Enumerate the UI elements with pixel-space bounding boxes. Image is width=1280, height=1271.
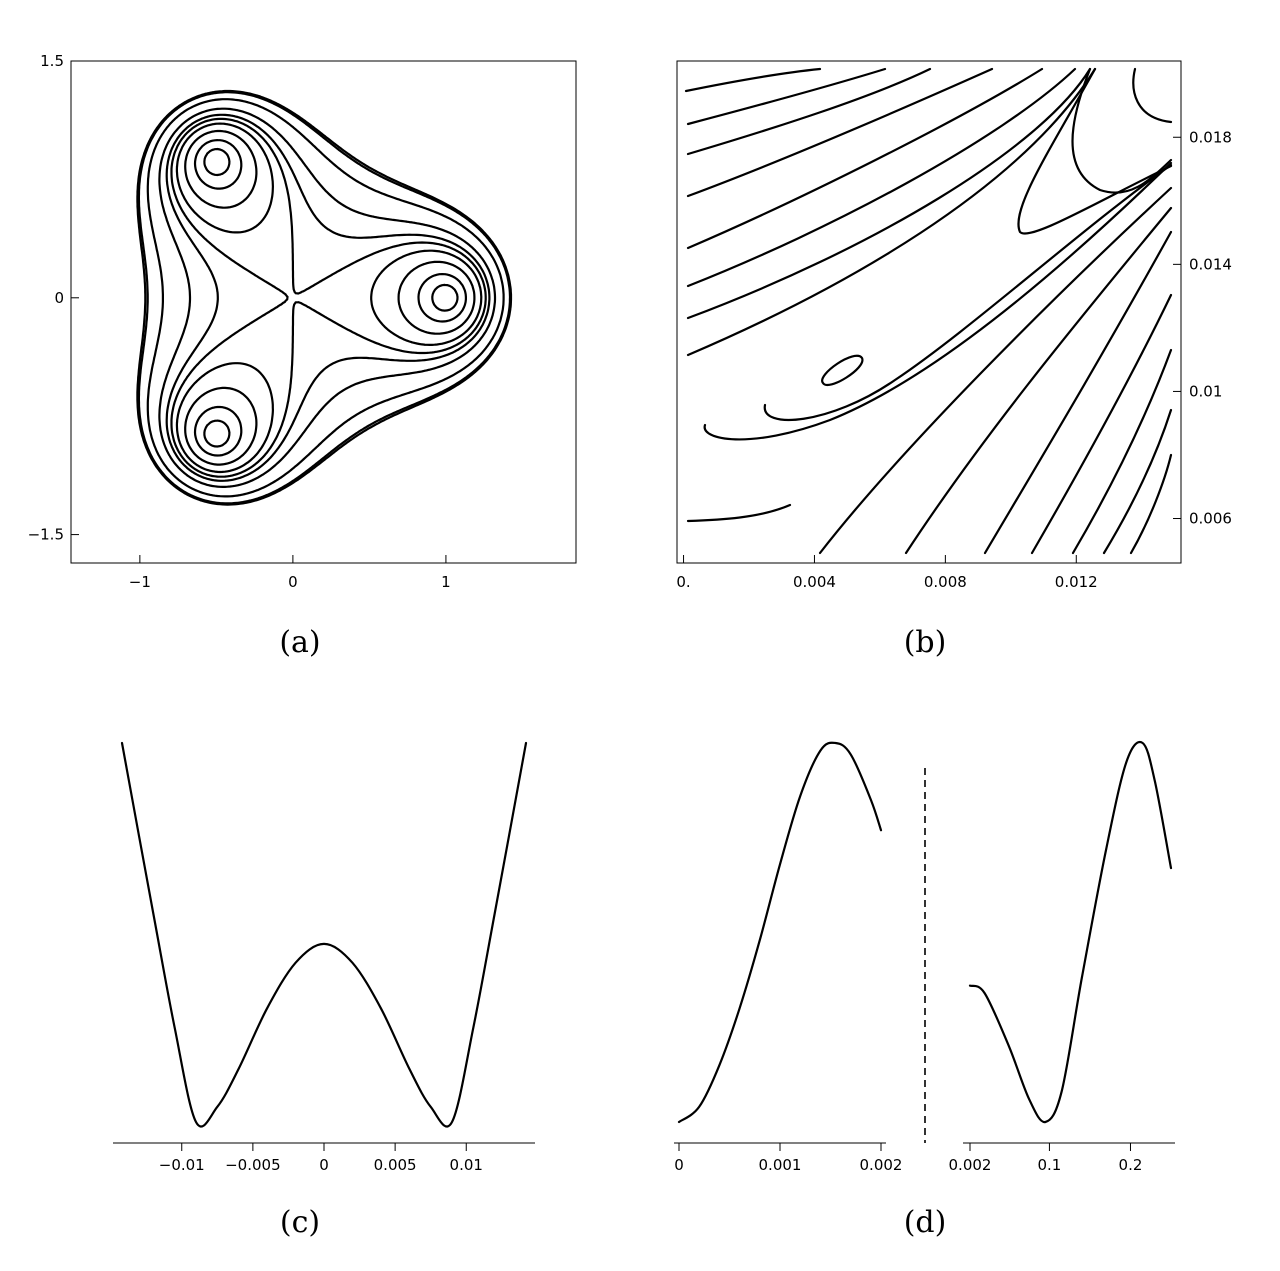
contour-b-line-0 bbox=[684, 67, 822, 93]
panel-d: 0 0.001 0.002 0.002 0.1 0.2 (d) bbox=[674, 741, 1175, 1240]
contour-b-line-18 bbox=[1129, 453, 1173, 555]
contour-b-line-17 bbox=[1102, 408, 1173, 555]
dr-xtick-label-1: 0.1 bbox=[1037, 1156, 1061, 1174]
contour-b-line-19 bbox=[1132, 67, 1173, 124]
contour-a-level-2 bbox=[184, 129, 476, 466]
b-xtick-label-2: 0.008 bbox=[924, 573, 967, 591]
contour-b-line-11 bbox=[686, 503, 792, 523]
contour-a-level-4 bbox=[137, 91, 512, 505]
contour-a-level-3 bbox=[175, 122, 483, 474]
panel-b-frame bbox=[676, 60, 1182, 564]
caption-d: (d) bbox=[904, 1205, 947, 1240]
a-xtick-label-2: 1 bbox=[441, 573, 451, 591]
panel-a-contours bbox=[136, 89, 513, 506]
caption-b: (b) bbox=[904, 625, 947, 660]
contour-b-line-14 bbox=[983, 230, 1173, 555]
a-xtick-label-0: −1 bbox=[129, 573, 151, 591]
b-ytick-label-0: 0.006 bbox=[1189, 510, 1232, 528]
panel-c-curve bbox=[120, 741, 528, 1128]
contour-b-line-6 bbox=[686, 67, 1092, 320]
c-xtick-label-2: 0 bbox=[319, 1156, 329, 1174]
panel-d-right-curve bbox=[968, 741, 1173, 1124]
contour-b-line-12 bbox=[818, 186, 1173, 555]
contour-a-level-5 bbox=[170, 117, 487, 478]
c-xtick-label-3: 0.005 bbox=[374, 1156, 417, 1174]
contour-b-line-8 bbox=[703, 161, 1173, 441]
c-xtick-label-4: 0.01 bbox=[450, 1156, 483, 1174]
contour-b-line-16 bbox=[1071, 348, 1173, 555]
caption-a: (a) bbox=[279, 625, 320, 660]
contour-b-line-15 bbox=[1030, 293, 1173, 555]
contour-a-level-9 bbox=[136, 89, 513, 506]
dl-xtick-label-1: 0.001 bbox=[759, 1156, 802, 1174]
contour-a-level-7 bbox=[158, 107, 497, 488]
b-ytick-label-1: 0.01 bbox=[1189, 382, 1222, 400]
panel-c: −0.01 −0.005 0 0.005 0.01 (c) bbox=[113, 741, 535, 1240]
dl-xtick-label-2: 0.002 bbox=[860, 1156, 903, 1174]
contour-b-line-5 bbox=[686, 67, 1077, 288]
contour-b-line-4 bbox=[686, 67, 1044, 250]
panel-b-ticks: 0. 0.004 0.008 0.012 0.006 0.01 0.014 0.018 bbox=[676, 128, 1232, 591]
panel-b: 0. 0.004 0.008 0.012 0.006 0.01 0.014 0.018 (b) bbox=[676, 60, 1232, 660]
caption-c: (c) bbox=[280, 1205, 320, 1240]
panel-c-ticks: −0.01 −0.005 0 0.005 0.01 bbox=[159, 1143, 483, 1174]
b-xtick-label-3: 0.012 bbox=[1055, 573, 1098, 591]
panel-d-left-curve bbox=[677, 741, 883, 1124]
contour-a-level-1 bbox=[193, 139, 467, 457]
contour-b-line-7 bbox=[686, 67, 1097, 357]
contour-b-line-2 bbox=[686, 67, 932, 156]
c-xtick-label-0: −0.01 bbox=[159, 1156, 205, 1174]
contour-a-level-8 bbox=[146, 98, 505, 498]
panel-b-contours bbox=[684, 67, 1173, 555]
dr-xtick-label-0: 0.002 bbox=[949, 1156, 992, 1174]
panel-a-frame bbox=[70, 60, 577, 564]
dr-xtick-label-2: 0.2 bbox=[1119, 1156, 1143, 1174]
a-ytick-label-1: 0 bbox=[54, 289, 64, 307]
panel-a: −1 0 1 −1.5 0 1.5 (a) bbox=[28, 52, 577, 660]
contour-b-line-1 bbox=[686, 67, 887, 126]
contour-b-line-10 bbox=[821, 354, 864, 386]
panel-a-ticks: −1 0 1 −1.5 0 1.5 bbox=[28, 52, 451, 591]
contour-a-level-0 bbox=[203, 147, 459, 448]
contour-b-line-9 bbox=[763, 163, 1173, 421]
a-xtick-label-1: 0 bbox=[288, 573, 298, 591]
b-ytick-label-2: 0.014 bbox=[1189, 255, 1232, 273]
b-xtick-label-0: 0. bbox=[676, 573, 690, 591]
dl-xtick-label-0: 0 bbox=[674, 1156, 684, 1174]
contour-b-line-21 bbox=[1017, 67, 1173, 235]
contour-b-line-20 bbox=[1071, 67, 1173, 194]
a-ytick-label-2: 1.5 bbox=[40, 52, 64, 70]
a-ytick-label-0: −1.5 bbox=[28, 526, 64, 544]
contour-b-line-13 bbox=[904, 206, 1173, 555]
panel-d-ticks: 0 0.001 0.002 0.002 0.1 0.2 bbox=[674, 1143, 1142, 1174]
b-xtick-label-1: 0.004 bbox=[793, 573, 836, 591]
b-ytick-label-3: 0.018 bbox=[1189, 128, 1232, 146]
contour-a-level-6 bbox=[165, 113, 491, 482]
c-xtick-label-1: −0.005 bbox=[225, 1156, 281, 1174]
contour-b-line-3 bbox=[686, 67, 994, 198]
